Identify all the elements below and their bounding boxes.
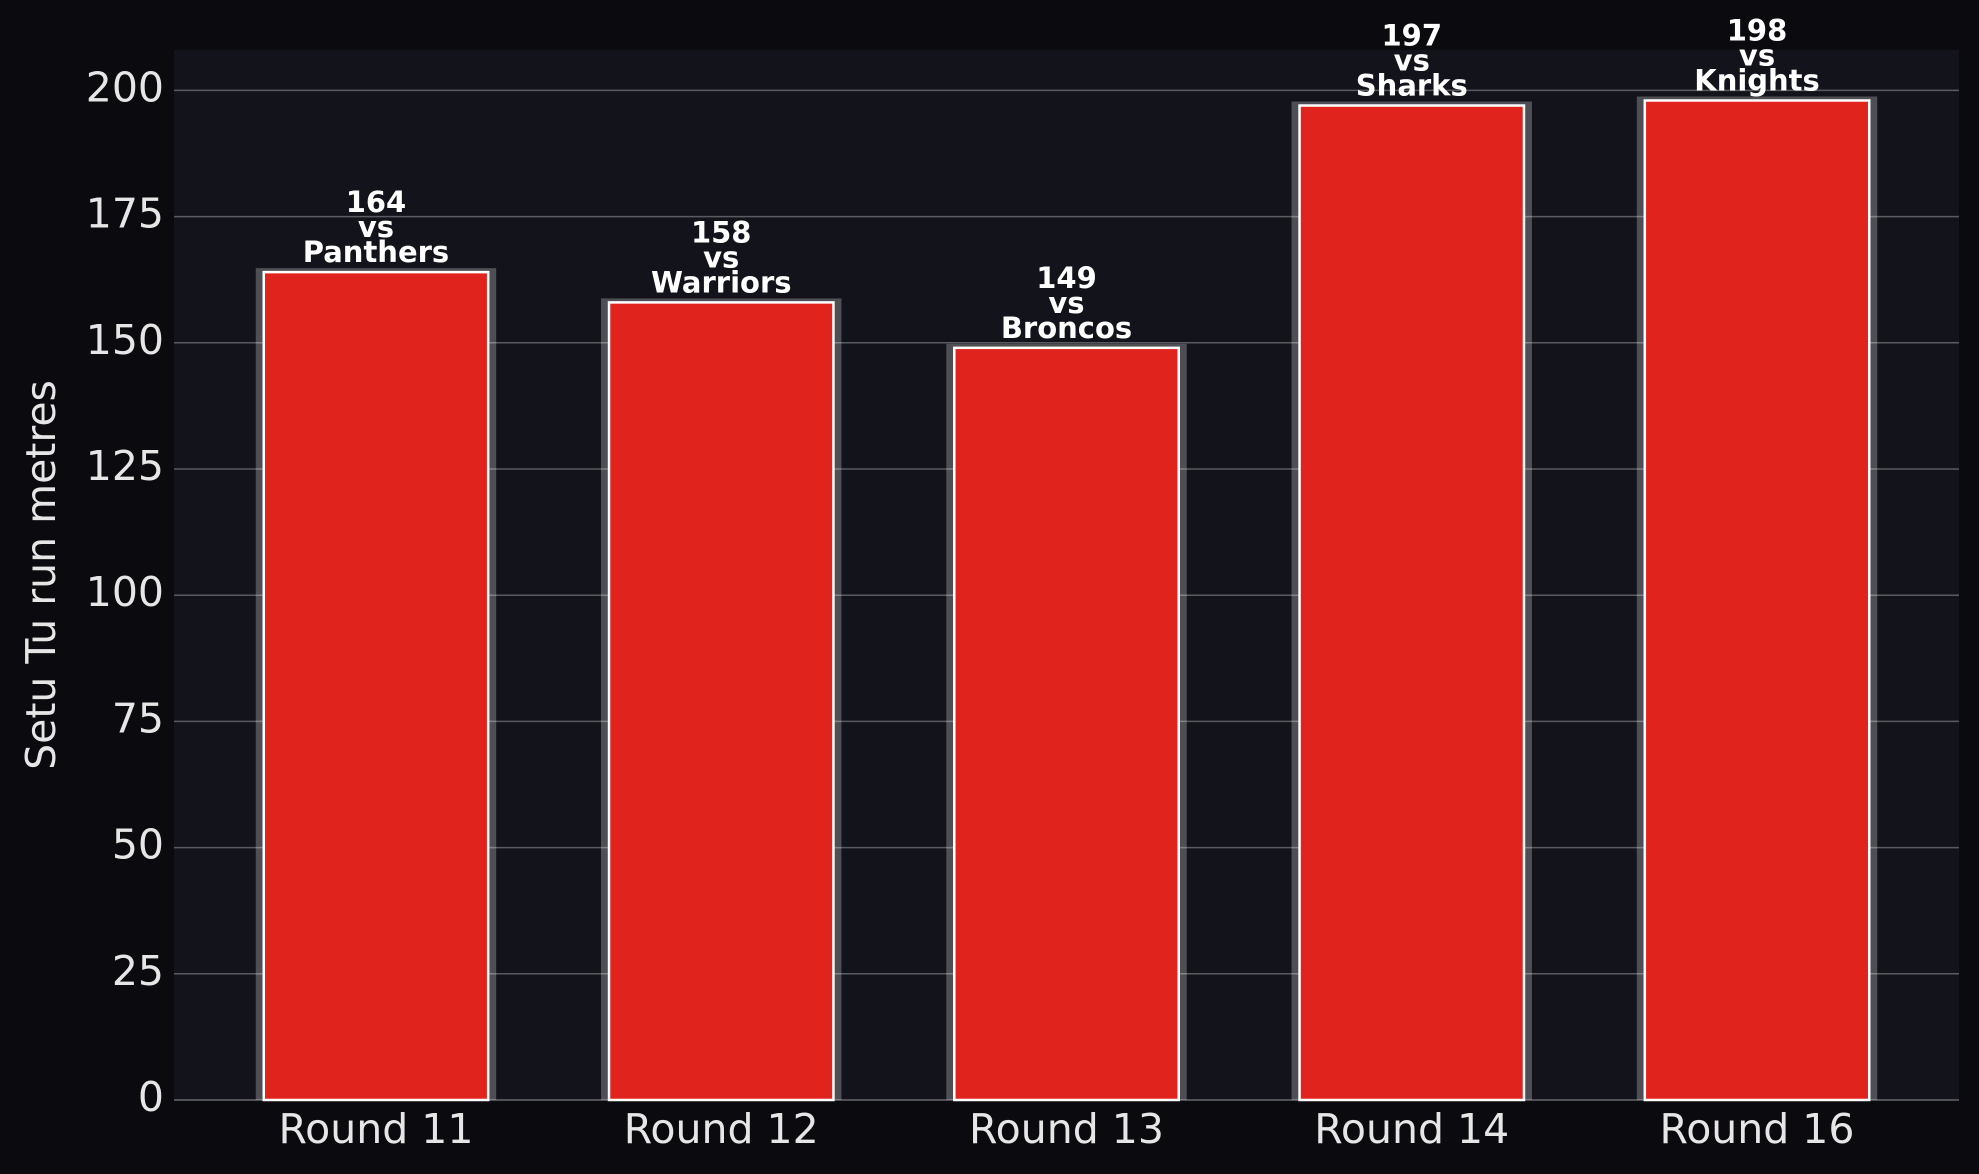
y-tick-label: 175	[86, 190, 164, 238]
bar	[262, 270, 490, 1102]
y-tick-label: 100	[86, 568, 164, 616]
value-label: 158	[691, 215, 752, 249]
y-axis-label: Setu Tu run metres	[17, 380, 65, 770]
y-tick-label: 125	[86, 442, 164, 490]
opponent-label: Warriors	[651, 265, 792, 299]
x-tick-label: Round 14	[1314, 1105, 1509, 1153]
y-tick-label: 50	[112, 821, 164, 869]
opponent-label: Panthers	[303, 235, 449, 269]
x-tick-label: Round 11	[279, 1105, 474, 1153]
x-tick-label: Round 12	[624, 1105, 819, 1153]
value-label-prefix: vs	[1394, 44, 1430, 78]
value-label: 149	[1036, 261, 1097, 295]
value-label: 198	[1727, 13, 1788, 47]
opponent-label: Knights	[1694, 63, 1820, 97]
value-label-prefix: vs	[1739, 38, 1775, 72]
value-label: 164	[346, 185, 407, 219]
bar	[1298, 104, 1526, 1102]
bar	[953, 346, 1180, 1102]
bar	[1643, 99, 1871, 1102]
y-tick-label: 150	[86, 316, 164, 364]
y-tick-label: 25	[112, 947, 164, 995]
y-tick-label: 200	[86, 63, 164, 111]
y-tick-label: 75	[112, 694, 164, 742]
y-tick-label: 0	[138, 1073, 164, 1121]
value-label-prefix: vs	[358, 210, 394, 244]
opponent-label: Broncos	[1001, 311, 1132, 345]
value-label: 197	[1381, 19, 1442, 53]
x-tick-label: Round 13	[969, 1105, 1164, 1153]
value-label-prefix: vs	[1048, 286, 1084, 320]
bar	[607, 301, 835, 1102]
value-label-prefix: vs	[703, 240, 739, 274]
opponent-label: Sharks	[1356, 69, 1468, 103]
x-tick-label: Round 16	[1660, 1105, 1855, 1153]
